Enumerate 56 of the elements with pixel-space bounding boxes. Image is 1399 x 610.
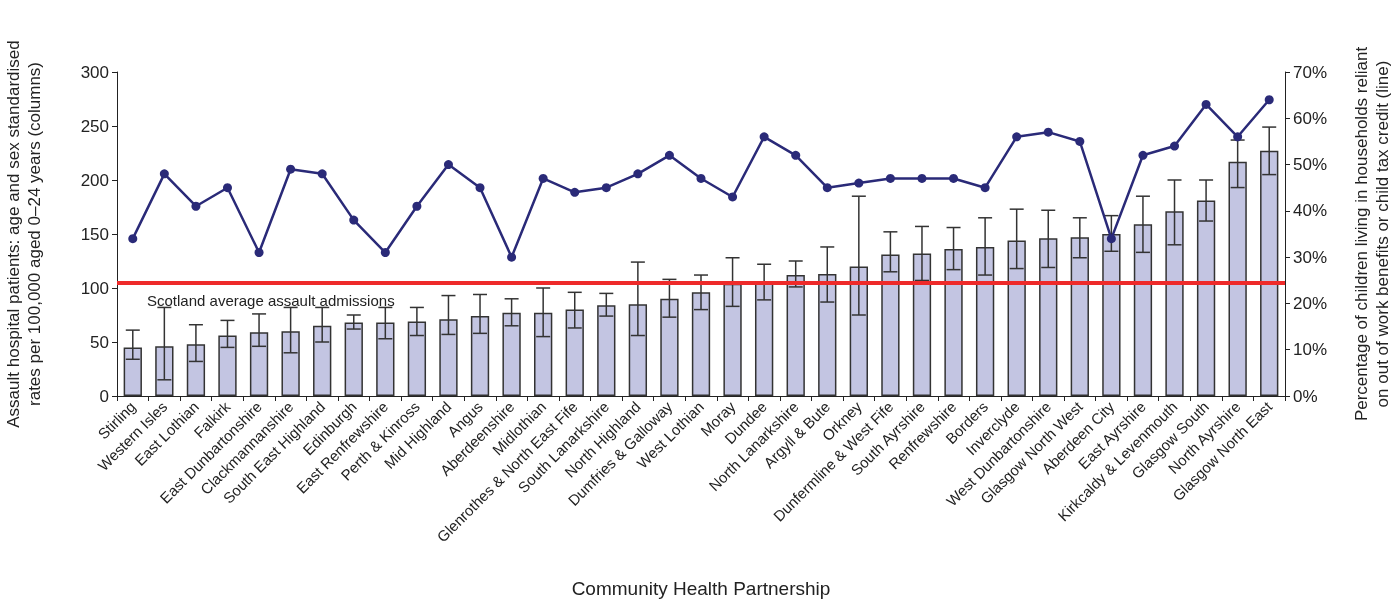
y-tick-label: 0 (99, 386, 109, 406)
point (1075, 136, 1085, 146)
point (791, 150, 801, 160)
point (443, 160, 453, 170)
point (1201, 99, 1211, 109)
point (380, 248, 390, 258)
ref-line-label: Scotland average assault admissions (147, 291, 395, 309)
y-axis-title: Assault hospital patients: age and sex standardised rates per 100,000 aged 0–24 years (columns) (4, 40, 44, 428)
point (696, 173, 706, 183)
y2-tick-label: 50% (1293, 155, 1328, 175)
point (1264, 95, 1274, 105)
point (1043, 127, 1053, 137)
point (507, 252, 517, 262)
point (1170, 141, 1180, 151)
point (159, 169, 169, 179)
point (664, 150, 674, 160)
point (728, 192, 738, 202)
y2-tick-label: 0% (1293, 386, 1318, 406)
point (759, 132, 769, 142)
point (254, 248, 264, 258)
y-tick-label: 50 (90, 332, 109, 352)
y2-tick-label: 70% (1293, 62, 1328, 82)
y-tick-label: 200 (80, 170, 109, 190)
point (1106, 234, 1116, 244)
y-tick-label: 250 (80, 116, 109, 136)
point (223, 183, 232, 193)
point (1012, 132, 1022, 142)
point (317, 169, 327, 179)
x-axis-title: Community Health Partnership (571, 577, 831, 599)
point (917, 173, 927, 183)
y2-tick-label: 40% (1293, 201, 1328, 221)
point (854, 178, 864, 188)
point (949, 173, 959, 183)
y-tick-label: 150 (80, 224, 109, 244)
point (475, 183, 485, 193)
point (1138, 150, 1148, 160)
point (286, 164, 296, 174)
point (349, 215, 359, 225)
y-tick-label: 100 (80, 278, 109, 298)
point (570, 187, 580, 197)
point (633, 169, 643, 179)
y2-tick-label: 20% (1293, 293, 1328, 313)
point (1233, 132, 1243, 142)
point (128, 234, 138, 244)
point (538, 173, 548, 183)
point (191, 201, 201, 211)
y2-tick-label: 30% (1293, 247, 1328, 267)
point (822, 183, 832, 193)
point (885, 173, 895, 183)
y2-tick-label: 10% (1293, 340, 1328, 360)
y2-axis-title: Percentage of children living in households reliant on out of work benefits or child tax credit (line) (1352, 46, 1392, 422)
point (601, 183, 611, 193)
y2-tick-label: 60% (1293, 108, 1328, 128)
point (980, 183, 990, 193)
point (412, 201, 422, 211)
y-tick-label: 300 (80, 62, 109, 82)
